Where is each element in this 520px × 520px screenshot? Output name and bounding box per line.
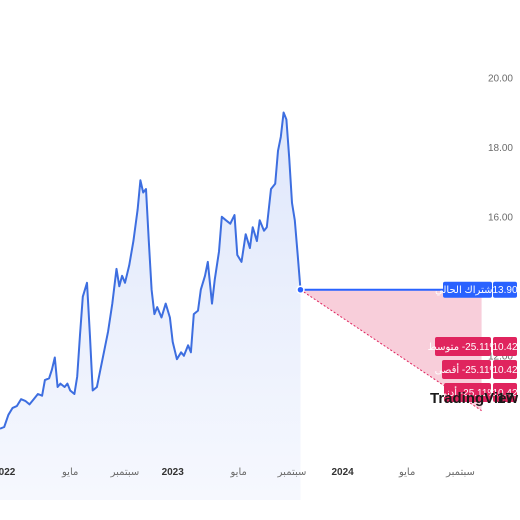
x-tick-label: سبتمبر	[110, 467, 140, 478]
y-tick-label: 16.00	[488, 212, 513, 223]
price-area	[0, 112, 301, 500]
x-tick-label: 2022	[0, 467, 16, 478]
price-line	[0, 111, 302, 430]
x-tick-label: سبتمبر	[445, 467, 475, 478]
forecast-value-text: 10.42	[492, 388, 517, 399]
current-value-tag	[493, 281, 517, 298]
forecast-tag-text: أدنى ‎-25.11%	[439, 386, 497, 399]
tradingview-logo-text: TradingView	[430, 390, 518, 407]
forecast-value-tag	[493, 360, 517, 379]
x-axis: 2022 مايو سبتمبر 2023 مايو سبتمبر 2024 مايو سبتم…	[0, 467, 475, 478]
forecast-tag	[435, 337, 491, 356]
current-label-text: الاشتراك الحالي	[435, 285, 501, 296]
forecast-tag	[442, 360, 491, 379]
tradingview-logo-glyph: 17	[497, 390, 514, 407]
y-tick-label: 20.00	[488, 73, 513, 84]
forecast-tag-text: أقصى ‎-25.11%	[435, 363, 499, 376]
x-tick-label: سبتمبر	[277, 467, 307, 478]
tradingview-logo: TradingView 17	[430, 390, 518, 407]
forecast-value-tag	[493, 337, 517, 356]
x-tick-label: 2023	[162, 467, 185, 478]
x-tick-label: 2024	[331, 467, 354, 478]
forecast-value-tag	[493, 383, 517, 402]
current-label-tag	[443, 281, 492, 298]
y-tick-label: 12.00	[488, 351, 513, 362]
y-tick-label: 18.00	[488, 143, 513, 154]
x-tick-label: مايو	[398, 467, 415, 478]
y-axis: 20.00 18.00 16.00 12.00	[488, 73, 513, 362]
current-value-text: 13.90	[492, 285, 517, 296]
price-area-layer	[0, 112, 301, 500]
forecast-value-text: 10.42	[492, 365, 517, 376]
forecast-value-text: 10.42	[492, 342, 517, 353]
forecast-tag-text: متوسط ‎-25.11%	[428, 342, 499, 353]
x-tick-label: مايو	[61, 467, 78, 478]
x-tick-label: مايو	[230, 467, 247, 478]
price-line-layer	[0, 111, 305, 430]
forecast-tag	[444, 383, 491, 402]
last-price-point	[296, 285, 305, 294]
